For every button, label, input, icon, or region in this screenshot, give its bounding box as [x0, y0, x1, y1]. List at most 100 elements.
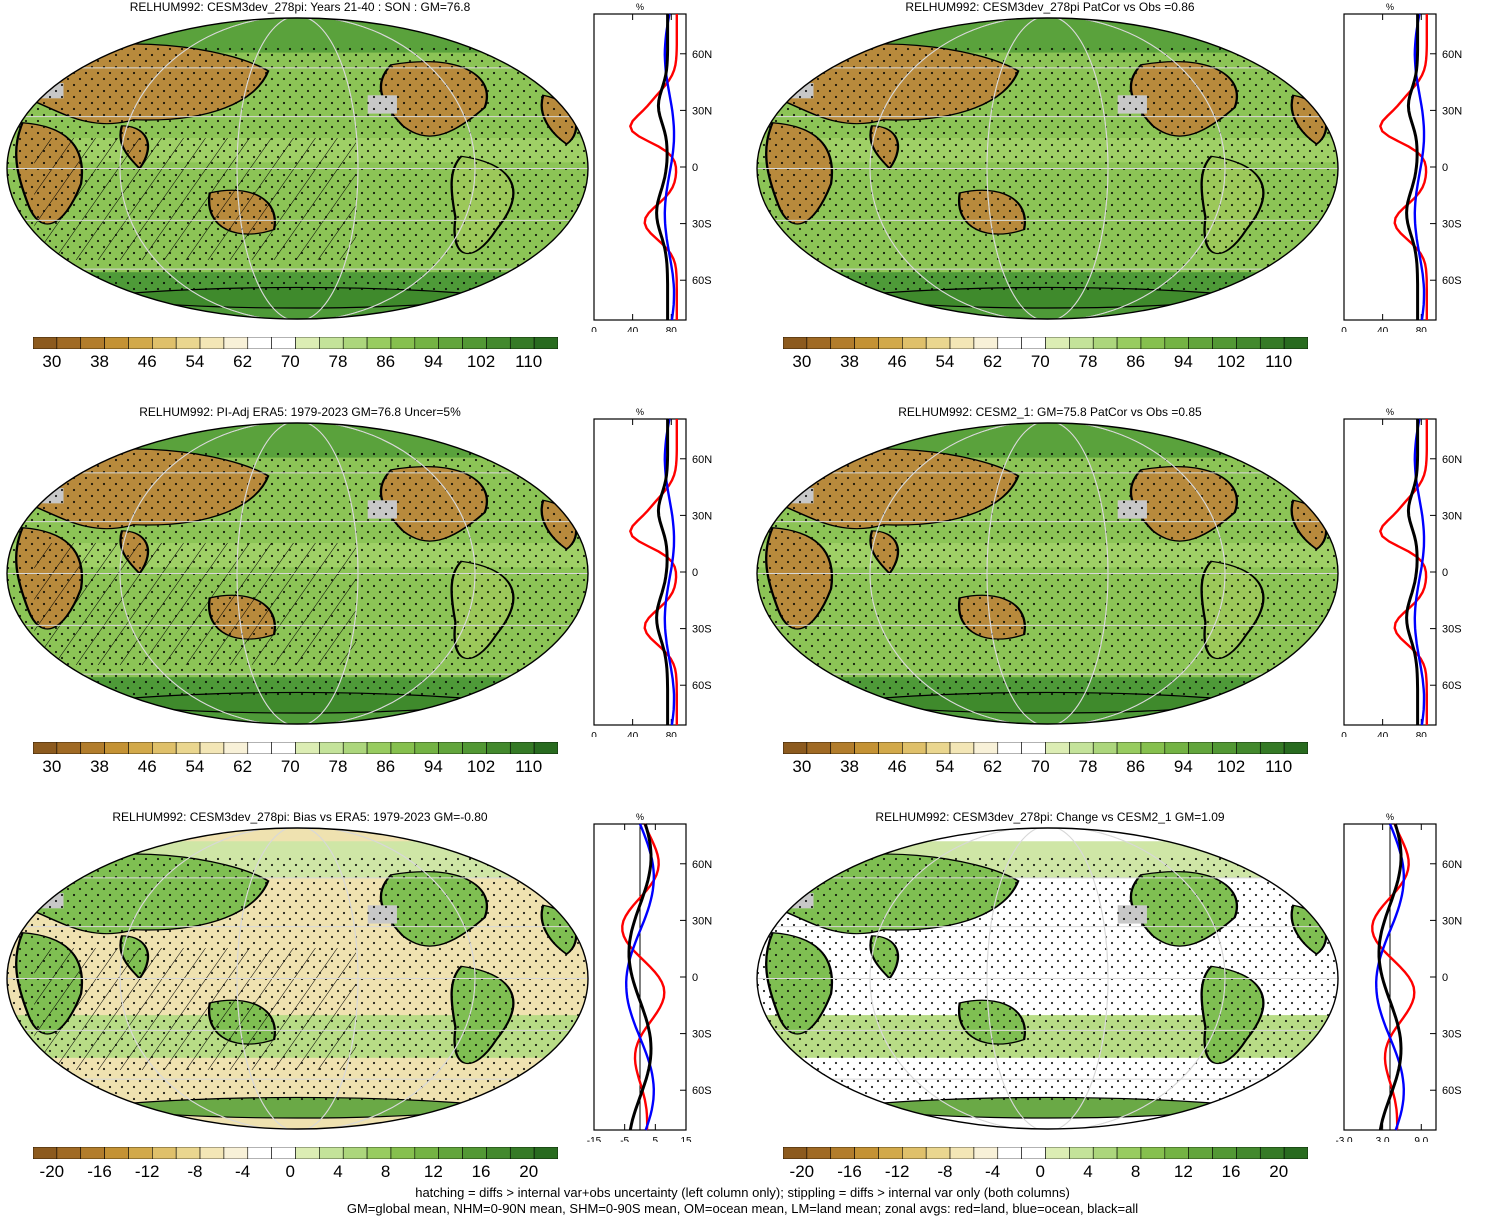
colorbar-label: 54 — [935, 352, 955, 371]
map-plot — [6, 827, 589, 1130]
zonal-value-tick: 80 — [666, 326, 678, 332]
zonal-lat-tick: 60N — [1442, 454, 1462, 466]
zonal-lat-tick: 0 — [692, 567, 698, 579]
colorbar-label: 30 — [42, 757, 62, 776]
colorbar-label: 12 — [423, 1162, 443, 1181]
map-title: RELHUM992: CESM3dev_278pi: Change vs CES… — [875, 810, 1225, 824]
colorbar-label: -16 — [87, 1162, 112, 1181]
zonal-mean-plot: % 60N 30N 0 30S 60S -15 -5 5 15 — [587, 812, 712, 1147]
map-plot — [756, 827, 1339, 1130]
zonal-value-tick: 80 — [1416, 326, 1428, 332]
zonal-value-tick: 9.0 — [1414, 1136, 1428, 1142]
map-plot — [756, 17, 1339, 320]
map-panel: RELHUM992: CESM3dev_278pi PatCor vs Obs … — [750, 0, 1485, 406]
colorbar-label: 46 — [887, 352, 907, 371]
zonal-value-tick: 80 — [1416, 731, 1428, 737]
colorbar-label: 38 — [90, 352, 109, 371]
colorbar-label: -20 — [789, 1162, 815, 1181]
zonal-lat-tick: 60N — [692, 859, 712, 871]
colorbar-label: 110 — [1265, 757, 1293, 776]
colorbar-label: 94 — [423, 352, 443, 371]
colorbar-label: 86 — [1126, 352, 1146, 371]
colorbar-label: 86 — [376, 352, 396, 371]
colorbar-label: 94 — [1173, 757, 1193, 776]
zonal-value-tick: 0 — [591, 326, 597, 332]
map-plot — [756, 422, 1339, 725]
colorbar-labels: 30 38 46 54 62 70 78 86 94 102 110 — [778, 352, 1303, 372]
map-title: RELHUM992: PI-Adj ERA5: 1979-2023 GM=76.… — [139, 405, 461, 419]
zonal-lat-tick: 30S — [692, 1029, 712, 1041]
colorbar-label: 54 — [185, 757, 205, 776]
zonal-value-tick: 0 — [591, 731, 597, 737]
colorbar-label: 46 — [137, 352, 157, 371]
zonal-value-tick: -15 — [587, 1136, 602, 1142]
zonal-value-tick: -3.0 — [1336, 1136, 1353, 1142]
colorbar-label: 62 — [233, 757, 253, 776]
zonal-lat-tick: 0 — [1442, 162, 1448, 174]
colorbar-label: 46 — [137, 757, 157, 776]
map-title: RELHUM992: CESM3dev_278pi PatCor vs Obs … — [905, 0, 1195, 14]
colorbar-label: 110 — [1265, 352, 1293, 371]
zonal-unit-label: % — [636, 407, 644, 417]
zonal-lat-tick: 30N — [1442, 915, 1462, 927]
colorbar — [782, 741, 1309, 755]
colorbar-label: -4 — [985, 1162, 1001, 1181]
zonal-lat-tick: 30S — [1442, 624, 1462, 636]
zonal-lat-tick: 30N — [692, 510, 712, 522]
zonal-value-tick: 3.0 — [1376, 1136, 1390, 1142]
zonal-lat-tick: 60S — [1442, 275, 1462, 287]
colorbar-label: 4 — [1083, 1162, 1093, 1181]
colorbar-label: 62 — [983, 352, 1003, 371]
colorbar-label: 78 — [1078, 352, 1098, 371]
map-title: RELHUM992: CESM3dev_278pi: Bias vs ERA5:… — [112, 810, 488, 824]
zonal-value-tick: 15 — [680, 1136, 692, 1142]
zonal-unit-label: % — [1386, 2, 1394, 12]
colorbar-label: 30 — [792, 757, 812, 776]
zonal-lat-tick: 0 — [1442, 567, 1448, 579]
colorbar-labels: 30 38 46 54 62 70 78 86 94 102 110 — [28, 352, 553, 372]
colorbar-label: 12 — [1173, 1162, 1193, 1181]
colorbar-label: 54 — [185, 352, 205, 371]
colorbar-label: 8 — [1130, 1162, 1141, 1181]
zonal-mean-plot: % 60N 30N 0 30S 60S 0 40 80 — [591, 2, 712, 337]
zonal-unit-label: % — [1386, 407, 1394, 417]
colorbar-labels: 30 38 46 54 62 70 78 86 94 102 110 — [778, 757, 1303, 777]
colorbar-label: 38 — [840, 352, 859, 371]
colorbar-label: -8 — [937, 1162, 953, 1181]
colorbar-label: 102 — [466, 352, 496, 371]
colorbar-label: 4 — [333, 1162, 343, 1181]
map-title: RELHUM992: CESM2_1: GM=75.8 PatCor vs Ob… — [898, 405, 1202, 419]
zonal-lat-tick: 30N — [1442, 510, 1462, 522]
footer-note-1: hatching = diffs > internal var+obs unce… — [415, 1185, 1070, 1200]
colorbar-label: -12 — [134, 1162, 160, 1181]
colorbar-label: 0 — [1035, 1162, 1046, 1181]
zonal-unit-label: % — [636, 812, 644, 822]
colorbar-label: 70 — [280, 352, 300, 371]
zonal-value-tick: 0 — [1341, 326, 1347, 332]
zonal-lat-tick: 30S — [1442, 1029, 1462, 1041]
zonal-value-tick: -5 — [620, 1136, 629, 1142]
colorbar-label: -16 — [837, 1162, 862, 1181]
colorbar-label: 0 — [285, 1162, 296, 1181]
zonal-lat-tick: 60S — [692, 680, 712, 692]
colorbar-label: 102 — [1216, 352, 1246, 371]
zonal-value-tick: 40 — [1377, 326, 1389, 332]
colorbar — [782, 336, 1309, 350]
zonal-lat-tick: 30S — [1442, 219, 1462, 231]
zonal-value-tick: 40 — [627, 731, 639, 737]
map-panel: RELHUM992: PI-Adj ERA5: 1979-2023 GM=76.… — [0, 405, 742, 811]
colorbar-label: 8 — [380, 1162, 391, 1181]
map-plot — [6, 17, 589, 320]
zonal-value-tick: 5 — [653, 1136, 659, 1142]
zonal-unit-label: % — [1386, 812, 1394, 822]
colorbar-label: 54 — [935, 757, 955, 776]
colorbar-labels: -20 -16 -12 -8 -4 0 4 8 12 16 20 — [28, 1162, 553, 1182]
colorbar-label: 46 — [887, 757, 907, 776]
colorbar — [32, 1146, 559, 1160]
colorbar-label: 30 — [792, 352, 812, 371]
map-panel: RELHUM992: CESM2_1: GM=75.8 PatCor vs Ob… — [750, 405, 1485, 811]
map-panel: RELHUM992: CESM3dev_278pi: Bias vs ERA5:… — [0, 810, 742, 1216]
colorbar-labels: 30 38 46 54 62 70 78 86 94 102 110 — [28, 757, 553, 777]
colorbar-label: 78 — [328, 757, 348, 776]
zonal-lat-tick: 60N — [692, 49, 712, 61]
